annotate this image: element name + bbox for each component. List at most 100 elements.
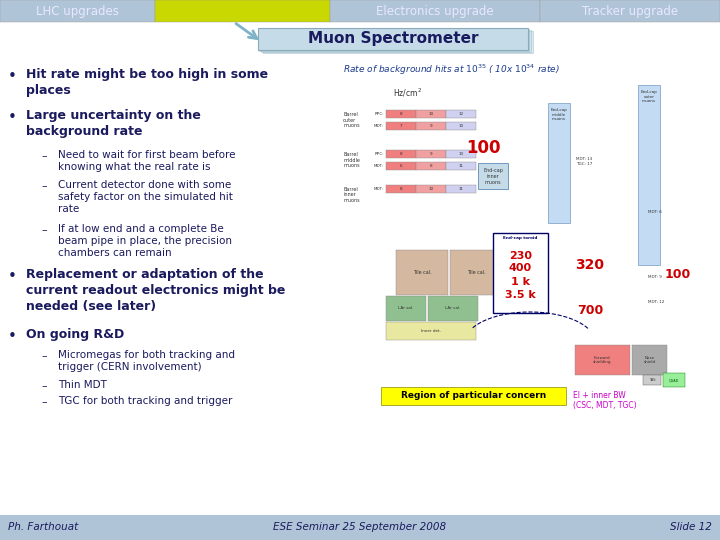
Text: 8: 8 bbox=[400, 112, 402, 116]
FancyBboxPatch shape bbox=[386, 110, 416, 118]
Text: 11: 11 bbox=[459, 187, 464, 191]
FancyBboxPatch shape bbox=[428, 296, 478, 321]
Text: LAr cal.: LAr cal. bbox=[445, 306, 461, 310]
Text: LAr sal.: LAr sal. bbox=[398, 306, 413, 310]
Text: MDT: 12: MDT: 12 bbox=[648, 300, 665, 304]
FancyBboxPatch shape bbox=[446, 185, 476, 193]
Text: Replacement or adaptation of the
current readout electronics might be
needed (se: Replacement or adaptation of the current… bbox=[26, 268, 285, 313]
Text: Current detector done with some
safety factor on the simulated hit
rate: Current detector done with some safety f… bbox=[58, 180, 233, 214]
FancyBboxPatch shape bbox=[386, 296, 426, 321]
FancyBboxPatch shape bbox=[416, 122, 446, 130]
FancyBboxPatch shape bbox=[416, 162, 446, 170]
Text: MDT:: MDT: bbox=[374, 124, 384, 128]
Text: Nose
shield: Nose shield bbox=[644, 356, 656, 364]
Text: MDT:: MDT: bbox=[374, 164, 384, 168]
FancyBboxPatch shape bbox=[155, 0, 330, 22]
Text: End-cap
outer
muons: End-cap outer muons bbox=[641, 90, 657, 103]
Text: 9: 9 bbox=[430, 124, 432, 128]
FancyBboxPatch shape bbox=[446, 162, 476, 170]
Text: Tracker upgrade: Tracker upgrade bbox=[582, 4, 678, 17]
Text: –: – bbox=[41, 351, 47, 361]
FancyBboxPatch shape bbox=[416, 185, 446, 193]
Text: –: – bbox=[41, 381, 47, 391]
Text: MDT: 13
TGC: 17: MDT: 13 TGC: 17 bbox=[576, 157, 593, 166]
FancyBboxPatch shape bbox=[416, 110, 446, 118]
FancyBboxPatch shape bbox=[386, 185, 416, 193]
Text: Forward
shielding: Forward shielding bbox=[593, 356, 611, 364]
Text: 7: 7 bbox=[400, 124, 402, 128]
FancyBboxPatch shape bbox=[259, 29, 529, 51]
FancyBboxPatch shape bbox=[643, 375, 661, 385]
Text: 12: 12 bbox=[459, 112, 464, 116]
Text: •: • bbox=[8, 69, 17, 84]
FancyBboxPatch shape bbox=[261, 30, 531, 51]
Text: –: – bbox=[41, 225, 47, 235]
Text: Inner det.: Inner det. bbox=[421, 329, 441, 333]
Text: 10: 10 bbox=[459, 124, 464, 128]
Text: 230: 230 bbox=[509, 251, 532, 261]
FancyBboxPatch shape bbox=[0, 0, 155, 22]
Text: Region of particular concern: Region of particular concern bbox=[401, 392, 546, 401]
Text: TGC for both tracking and trigger: TGC for both tracking and trigger bbox=[58, 396, 233, 406]
Text: 700: 700 bbox=[577, 303, 603, 316]
FancyBboxPatch shape bbox=[493, 233, 548, 313]
Text: 6: 6 bbox=[400, 164, 402, 168]
FancyBboxPatch shape bbox=[632, 345, 667, 375]
FancyBboxPatch shape bbox=[381, 387, 566, 405]
Text: •: • bbox=[8, 269, 17, 284]
Text: •: • bbox=[8, 329, 17, 344]
Text: –: – bbox=[41, 181, 47, 191]
Text: Hz/cm$^2$: Hz/cm$^2$ bbox=[393, 87, 422, 99]
Text: 1 k: 1 k bbox=[511, 277, 530, 287]
Text: QUAD: QUAD bbox=[669, 378, 679, 382]
Text: 8: 8 bbox=[400, 187, 402, 191]
FancyBboxPatch shape bbox=[386, 162, 416, 170]
Text: RPC:: RPC: bbox=[374, 112, 384, 116]
Text: Thin MDT: Thin MDT bbox=[58, 380, 107, 390]
FancyBboxPatch shape bbox=[338, 55, 720, 510]
FancyBboxPatch shape bbox=[263, 30, 533, 52]
FancyBboxPatch shape bbox=[575, 345, 630, 375]
Text: On going R&D: On going R&D bbox=[26, 328, 125, 341]
Text: 10: 10 bbox=[428, 187, 433, 191]
Text: End-cap toroid: End-cap toroid bbox=[503, 236, 538, 240]
Text: If at low end and a complete Be
beam pipe in place, the precision
chambers can r: If at low end and a complete Be beam pip… bbox=[58, 224, 232, 258]
Text: 100: 100 bbox=[466, 139, 500, 157]
FancyBboxPatch shape bbox=[396, 250, 448, 295]
Text: Slide 12: Slide 12 bbox=[670, 523, 712, 532]
Text: 9: 9 bbox=[430, 152, 432, 156]
Text: –: – bbox=[41, 151, 47, 161]
FancyBboxPatch shape bbox=[416, 150, 446, 158]
FancyBboxPatch shape bbox=[446, 150, 476, 158]
FancyBboxPatch shape bbox=[663, 373, 685, 387]
Text: Detector upgrade: Detector upgrade bbox=[184, 4, 301, 17]
FancyBboxPatch shape bbox=[386, 322, 476, 340]
FancyBboxPatch shape bbox=[386, 122, 416, 130]
Text: Hit rate might be too high in some
places: Hit rate might be too high in some place… bbox=[26, 68, 268, 97]
Text: Electronics upgrade: Electronics upgrade bbox=[376, 4, 494, 17]
Text: Tile cal.: Tile cal. bbox=[467, 269, 485, 274]
Text: 13: 13 bbox=[459, 152, 464, 156]
Text: 8: 8 bbox=[430, 164, 432, 168]
Text: TAS: TAS bbox=[649, 378, 655, 382]
Text: Barrel
inner
muons: Barrel inner muons bbox=[343, 187, 359, 203]
Text: Barrel
outer
muons: Barrel outer muons bbox=[343, 112, 359, 129]
FancyBboxPatch shape bbox=[0, 515, 720, 540]
Text: 400: 400 bbox=[509, 263, 532, 273]
Text: Micromegas for both tracking and
trigger (CERN involvement): Micromegas for both tracking and trigger… bbox=[58, 350, 235, 372]
FancyBboxPatch shape bbox=[446, 122, 476, 130]
Text: 3.5 k: 3.5 k bbox=[505, 290, 536, 300]
Text: 100: 100 bbox=[665, 268, 691, 281]
Text: MDT: 6: MDT: 6 bbox=[648, 210, 662, 214]
Text: Need to wait for first beam before
knowing what the real rate is: Need to wait for first beam before knowi… bbox=[58, 150, 235, 172]
FancyBboxPatch shape bbox=[446, 110, 476, 118]
Text: –: – bbox=[41, 397, 47, 407]
Text: MDT:: MDT: bbox=[374, 187, 384, 191]
Text: •: • bbox=[8, 110, 17, 125]
Text: Ph. Farthouat: Ph. Farthouat bbox=[8, 523, 78, 532]
FancyBboxPatch shape bbox=[540, 0, 720, 22]
Text: Barrel
middle
muons: Barrel middle muons bbox=[343, 152, 360, 168]
Text: Tile cal.: Tile cal. bbox=[413, 269, 431, 274]
Text: ESE Seminar 25 September 2008: ESE Seminar 25 September 2008 bbox=[274, 523, 446, 532]
Text: EI + inner BW
(CSC, MDT, TGC): EI + inner BW (CSC, MDT, TGC) bbox=[573, 391, 636, 410]
